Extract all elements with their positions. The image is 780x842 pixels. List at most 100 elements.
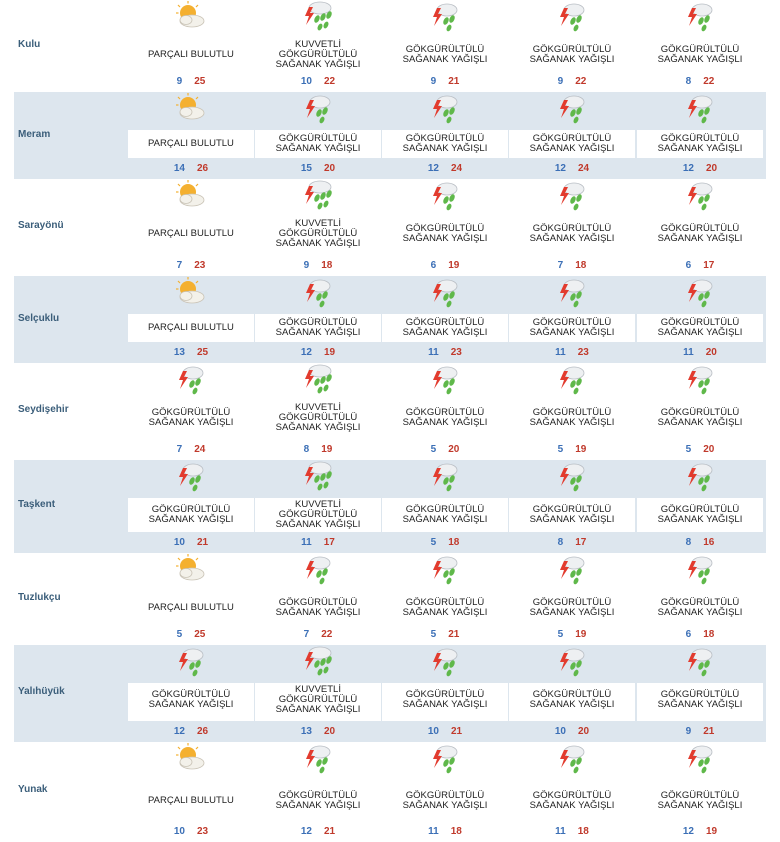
thunderstorm-rain-icon [301, 742, 335, 774]
forecast-row: Meram PARÇALI BULUTLU 14 26 GÖKGÜRÜLTÜLÜ SAĞ… [14, 92, 766, 179]
min-temperature: 12 [554, 163, 566, 174]
thunderstorm-rain-icon [555, 553, 589, 585]
min-temperature: 5 [430, 629, 437, 640]
thunderstorm-rain-icon [174, 363, 208, 395]
min-temperature: 9 [176, 76, 183, 87]
thunderstorm-rain-icon [428, 179, 462, 211]
max-temperature: 18 [703, 629, 715, 640]
temperature-range: 9 21 [637, 726, 763, 737]
day-forecast-cell: GÖKGÜRÜLTÜLÜ SAĞANAK YAĞIŞLI 11 23 [382, 276, 508, 363]
max-temperature: 21 [197, 537, 209, 548]
max-temperature: 18 [448, 537, 460, 548]
condition-text: GÖKGÜRÜLTÜLÜ SAĞANAK YAĞIŞLI [657, 597, 743, 618]
thunderstorm-rain-icon [428, 742, 462, 774]
max-temperature: 21 [451, 726, 463, 737]
temperature-range: 6 19 [382, 260, 508, 271]
thunderstorm-rain-icon [301, 553, 335, 585]
day-forecast-cell: GÖKGÜRÜLTÜLÜ SAĞANAK YAĞIŞLI 5 18 [382, 460, 508, 553]
min-temperature: 5 [557, 444, 564, 455]
city-name: Meram [18, 129, 51, 140]
day-forecast-cell: GÖKGÜRÜLTÜLÜ SAĞANAK YAĞIŞLI 5 19 [509, 363, 635, 460]
heavy-thunderstorm-rain-icon [301, 179, 335, 211]
forecast-row: Yunak PARÇALI BULUTLU 10 23 GÖKGÜRÜLTÜLÜ SAĞ… [14, 742, 766, 842]
temperature-range: 7 18 [509, 260, 635, 271]
min-temperature: 10 [173, 826, 185, 837]
condition-text: KUVVETLİ GÖKGÜRÜLTÜLÜ SAĞANAK YAĞIŞLI [275, 684, 361, 715]
min-temperature: 15 [300, 163, 312, 174]
condition-text: GÖKGÜRÜLTÜLÜ SAĞANAK YAĞIŞLI [657, 407, 743, 428]
condition-text: KUVVETLİ GÖKGÜRÜLTÜLÜ SAĞANAK YAĞIŞLI [275, 499, 361, 530]
partly-cloudy-icon [174, 179, 208, 211]
temperature-range: 5 25 [128, 629, 254, 640]
day-forecast-cell: GÖKGÜRÜLTÜLÜ SAĞANAK YAĞIŞLI 12 26 [128, 645, 254, 742]
thunderstorm-rain-icon [555, 363, 589, 395]
day-forecast-cell: GÖKGÜRÜLTÜLÜ SAĞANAK YAĞIŞLI 12 24 [509, 92, 635, 179]
temperature-range: 14 26 [128, 163, 254, 174]
min-temperature: 8 [303, 444, 310, 455]
min-temperature: 10 [427, 726, 439, 737]
max-temperature: 25 [194, 629, 206, 640]
condition-text: GÖKGÜRÜLTÜLÜ SAĞANAK YAĞIŞLI [148, 689, 234, 710]
max-temperature: 22 [324, 76, 336, 87]
max-temperature: 19 [321, 444, 333, 455]
condition-text: GÖKGÜRÜLTÜLÜ SAĞANAK YAĞIŞLI [529, 44, 615, 65]
min-temperature: 6 [685, 629, 692, 640]
max-temperature: 20 [578, 726, 590, 737]
forecast-row: Selçuklu PARÇALI BULUTLU 13 25 GÖKGÜRÜLTÜLÜ … [14, 276, 766, 363]
day-forecast-cell: GÖKGÜRÜLTÜLÜ SAĞANAK YAĞIŞLI 6 19 [382, 179, 508, 276]
temperature-range: 11 23 [509, 347, 635, 358]
day-forecast-cell: GÖKGÜRÜLTÜLÜ SAĞANAK YAĞIŞLI 9 21 [637, 645, 763, 742]
forecast-row: Tuzlukçu PARÇALI BULUTLU 5 25 GÖKGÜRÜLTÜLÜ S… [14, 553, 766, 645]
partly-cloudy-icon [174, 742, 208, 774]
max-temperature: 23 [194, 260, 206, 271]
thunderstorm-rain-icon [683, 553, 717, 585]
max-temperature: 19 [575, 629, 587, 640]
thunderstorm-rain-icon [174, 645, 208, 677]
thunderstorm-rain-icon [683, 460, 717, 492]
temperature-range: 9 21 [382, 76, 508, 87]
thunderstorm-rain-icon [683, 92, 717, 124]
city-name: Seydişehir [18, 404, 69, 415]
temperature-range: 11 23 [382, 347, 508, 358]
min-temperature: 10 [300, 76, 312, 87]
partly-cloudy-icon [174, 0, 208, 32]
condition-text: GÖKGÜRÜLTÜLÜ SAĞANAK YAĞIŞLI [402, 597, 488, 618]
day-forecast-cell: GÖKGÜRÜLTÜLÜ SAĞANAK YAĞIŞLI 11 23 [509, 276, 635, 363]
condition-text: GÖKGÜRÜLTÜLÜ SAĞANAK YAĞIŞLI [275, 317, 361, 338]
min-temperature: 11 [555, 826, 566, 837]
temperature-range: 6 18 [637, 629, 763, 640]
max-temperature: 17 [323, 537, 335, 548]
thunderstorm-rain-icon [555, 179, 589, 211]
condition-text: KUVVETLİ GÖKGÜRÜLTÜLÜ SAĞANAK YAĞIŞLI [275, 402, 361, 433]
forecast-row: Kulu PARÇALI BULUTLU 9 25 KUVVETLİ GÖKGÜRÜLT… [14, 0, 766, 92]
min-temperature: 12 [300, 826, 312, 837]
max-temperature: 22 [703, 76, 715, 87]
min-temperature: 9 [303, 260, 310, 271]
day-forecast-cell: GÖKGÜRÜLTÜLÜ SAĞANAK YAĞIŞLI 8 22 [637, 0, 763, 92]
condition-text: GÖKGÜRÜLTÜLÜ SAĞANAK YAĞIŞLI [402, 790, 488, 811]
condition-text: GÖKGÜRÜLTÜLÜ SAĞANAK YAĞIŞLI [657, 44, 743, 65]
temperature-range: 5 19 [509, 444, 635, 455]
max-temperature: 24 [578, 163, 590, 174]
condition-text: GÖKGÜRÜLTÜLÜ SAĞANAK YAĞIŞLI [657, 317, 743, 338]
thunderstorm-rain-icon [555, 742, 589, 774]
min-temperature: 10 [173, 537, 185, 548]
min-temperature: 7 [176, 444, 183, 455]
min-temperature: 7 [557, 260, 564, 271]
condition-text: GÖKGÜRÜLTÜLÜ SAĞANAK YAĞIŞLI [529, 223, 615, 244]
max-temperature: 23 [577, 347, 589, 358]
temperature-range: 5 18 [382, 537, 508, 548]
min-temperature: 8 [557, 537, 564, 548]
day-forecast-cell: GÖKGÜRÜLTÜLÜ SAĞANAK YAĞIŞLI 9 22 [509, 0, 635, 92]
min-temperature: 12 [427, 163, 439, 174]
condition-text: GÖKGÜRÜLTÜLÜ SAĞANAK YAĞIŞLI [529, 407, 615, 428]
max-temperature: 23 [450, 347, 462, 358]
condition-text: GÖKGÜRÜLTÜLÜ SAĞANAK YAĞIŞLI [402, 317, 488, 338]
partly-cloudy-icon [174, 92, 208, 124]
temperature-range: 12 26 [128, 726, 254, 737]
max-temperature: 20 [324, 726, 336, 737]
condition-text: GÖKGÜRÜLTÜLÜ SAĞANAK YAĞIŞLI [402, 407, 488, 428]
condition-text: PARÇALI BULUTLU [148, 49, 234, 60]
condition-text: GÖKGÜRÜLTÜLÜ SAĞANAK YAĞIŞLI [275, 790, 361, 811]
max-temperature: 21 [324, 826, 336, 837]
